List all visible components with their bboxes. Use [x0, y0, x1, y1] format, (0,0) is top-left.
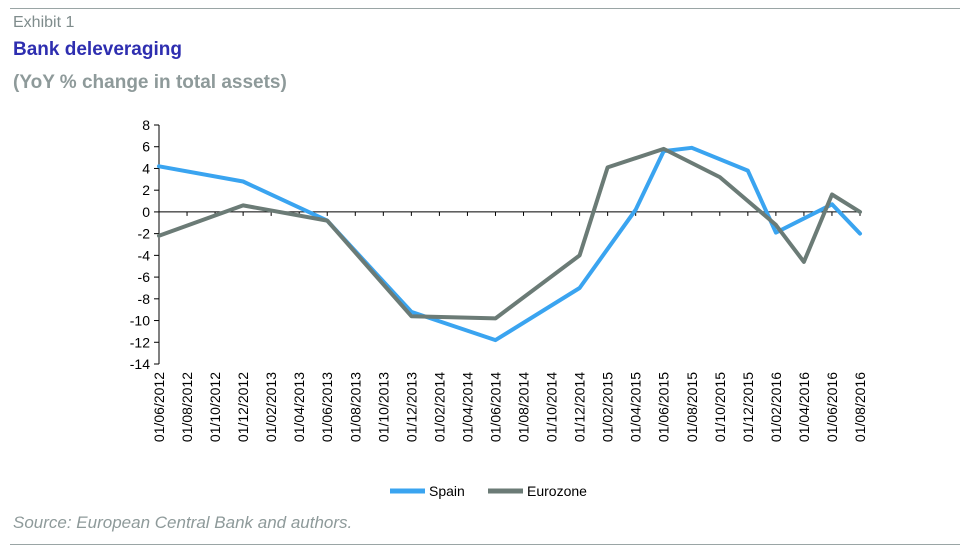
- chart-title: Bank deleveraging: [13, 39, 182, 60]
- x-tick-label: 01/02/2016: [768, 372, 784, 442]
- x-tick-label: 01/06/2012: [151, 372, 167, 442]
- y-tick-label: -12: [130, 334, 150, 350]
- x-tick-label: 01/06/2015: [656, 372, 672, 442]
- x-tick-label: 01/04/2016: [796, 372, 812, 442]
- top-rule: [10, 8, 960, 9]
- exhibit-label: Exhibit 1: [13, 14, 75, 31]
- x-tick-label: 01/08/2014: [516, 372, 532, 442]
- x-tick-label: 01/10/2012: [207, 372, 223, 442]
- x-tick-label: 01/02/2013: [263, 372, 279, 442]
- y-tick-label: -6: [138, 269, 151, 285]
- legend-spain-label: Spain: [429, 483, 465, 499]
- x-tick-label: 01/04/2013: [291, 372, 307, 442]
- y-tick-label: -2: [138, 226, 151, 242]
- x-tick-label: 01/08/2015: [684, 372, 700, 442]
- x-tick-label: 01/08/2016: [852, 372, 868, 442]
- eurozone-series-line: [157, 146, 862, 321]
- bottom-rule: [10, 544, 960, 545]
- y-tick-label: 8: [142, 117, 150, 133]
- y-tick-label: 0: [142, 204, 150, 220]
- x-tick-label: 01/10/2014: [544, 372, 560, 442]
- y-tick-label: -14: [130, 356, 150, 372]
- x-tick-label: 01/06/2016: [824, 372, 840, 442]
- x-tick-label: 01/06/2014: [487, 372, 503, 442]
- x-tick-label: 01/12/2014: [572, 372, 588, 442]
- chart-series: [157, 145, 862, 343]
- x-tick-label: 01/04/2014: [459, 372, 475, 442]
- y-tick-label: 6: [142, 139, 150, 155]
- y-tick-label: 4: [142, 160, 150, 176]
- x-tick-label: 01/10/2015: [712, 372, 728, 442]
- spain-series-line: [157, 145, 862, 343]
- x-tick-label: 01/04/2015: [628, 372, 644, 442]
- chart-subtitle: (YoY % change in total assets): [13, 72, 287, 93]
- y-tick-label: -4: [138, 247, 151, 263]
- x-tick-label: 01/08/2013: [347, 372, 363, 442]
- x-tick-label: 01/02/2014: [431, 372, 447, 442]
- legend-eurozone-label: Eurozone: [527, 483, 587, 499]
- x-tick-label: 01/08/2012: [179, 372, 195, 442]
- chart-legend: Spain Eurozone: [390, 483, 587, 499]
- x-tick-label: 01/12/2015: [740, 372, 756, 442]
- y-tick-label: -8: [138, 291, 151, 307]
- y-tick-label: 2: [142, 182, 150, 198]
- x-tick-label: 01/10/2013: [375, 372, 391, 442]
- source-note: Source: European Central Bank and author…: [13, 513, 353, 532]
- x-tick-label: 01/02/2015: [600, 372, 616, 442]
- x-tick-label: 01/06/2013: [319, 372, 335, 442]
- x-tick-label: 01/12/2013: [403, 372, 419, 442]
- y-tick-label: -10: [130, 313, 150, 329]
- x-tick-label: 01/12/2012: [235, 372, 251, 442]
